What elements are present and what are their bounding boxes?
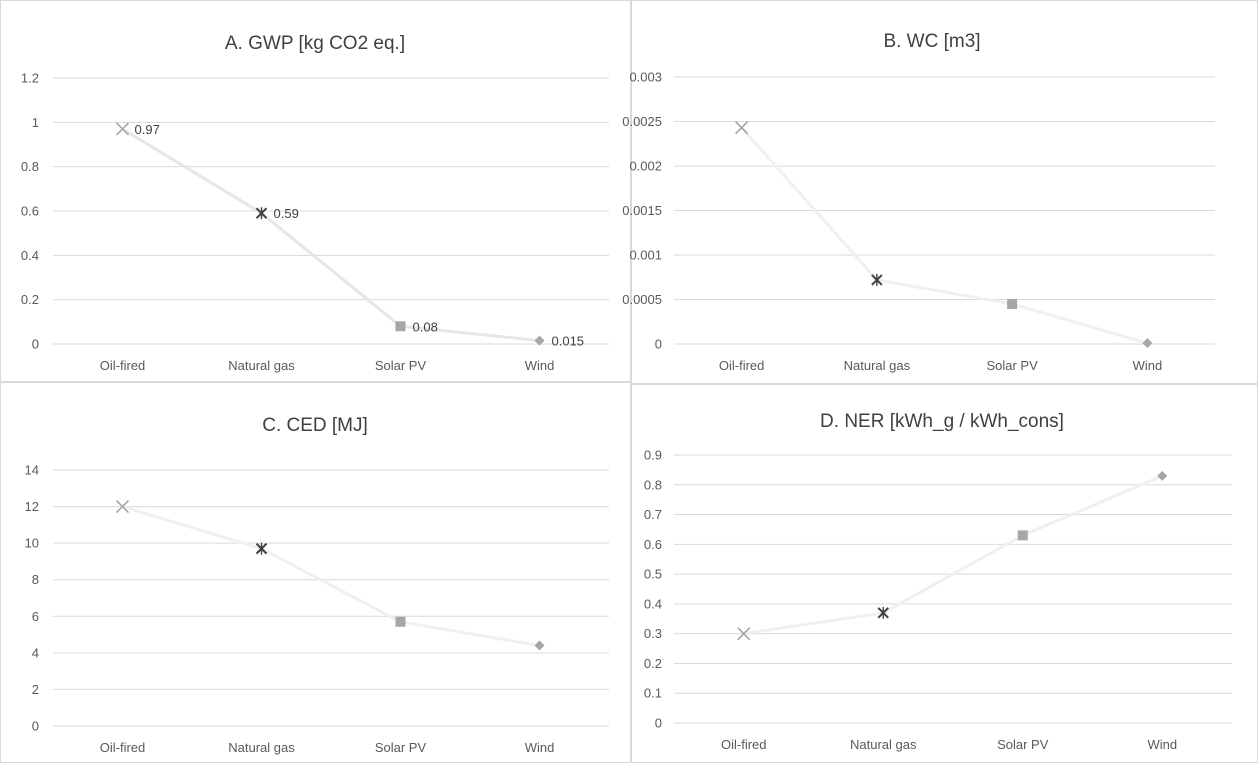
- x-tick-label: Oil-fired: [100, 740, 146, 755]
- data-point-ner: [1157, 470, 1168, 481]
- x-tick-label: Oil-fired: [721, 737, 767, 752]
- data-point-wc: [1142, 338, 1153, 349]
- x-tick-label: Natural gas: [844, 358, 911, 373]
- y-tick-label: 2: [32, 682, 39, 697]
- data-point-wc: [871, 273, 883, 286]
- data-point-gwp: [255, 207, 268, 220]
- chart-panel-ner: D. NER [kWh_g / kWh_cons] 0 0.1 0.2 0.3 0.4 0.…: [631, 384, 1258, 763]
- chart-title: A. GWP [kg CO2 eq.]: [225, 33, 405, 54]
- y-tick-label: 8: [32, 572, 39, 587]
- y-tick-label: 0.1: [644, 686, 662, 701]
- data-point-ner: [877, 606, 889, 619]
- y-tick-label: 0: [32, 719, 39, 734]
- data-point-ced: [534, 640, 545, 651]
- x-tick-label: Solar PV: [986, 358, 1038, 373]
- chart-title: B. WC [m3]: [883, 31, 980, 52]
- data-point-gwp: [534, 335, 545, 346]
- chart-panel-wc: B. WC [m3] 0 0.0005 0.001 0.0015 0.002 0.0025 0…: [622, 0, 1258, 384]
- data-point-ced: [115, 500, 130, 514]
- data-label: 0.015: [552, 334, 585, 349]
- y-tick-label: 0.8: [21, 159, 39, 174]
- y-tick-label: 0.6: [21, 204, 39, 219]
- y-tick-label: 1: [32, 115, 39, 130]
- y-tick-label: 0.001: [629, 248, 662, 263]
- y-tick-label: 0.0015: [622, 203, 662, 218]
- data-point-wc: [735, 121, 749, 135]
- y-tick-label: 0.7: [644, 507, 662, 522]
- y-tick-label: 0.3: [644, 626, 662, 641]
- y-tick-label: 0.2: [21, 292, 39, 307]
- y-tick-label: 0.2: [644, 656, 662, 671]
- x-tick-label: Wind: [525, 740, 555, 755]
- y-tick-label: 0.4: [21, 248, 39, 263]
- x-tick-label: Natural gas: [228, 358, 295, 373]
- y-tick-label: 1.2: [21, 71, 39, 86]
- data-point-ced: [255, 542, 268, 555]
- y-tick-label: 0.0025: [622, 114, 662, 129]
- data-label: 0.08: [413, 319, 438, 334]
- series-line-ner: [742, 474, 1164, 636]
- y-tick-label: 0.9: [644, 448, 662, 463]
- data-point-ced: [395, 616, 406, 627]
- data-point-gwp: [395, 321, 406, 332]
- y-tick-label: 0.0005: [622, 292, 662, 307]
- chart-title: C. CED [MJ]: [262, 415, 368, 436]
- chart-wc-svg: B. WC [m3] 0 0.0005 0.001 0.0015 0.002 0.0025 0…: [622, 31, 1215, 373]
- chart-title: D. NER [kWh_g / kWh_cons]: [820, 411, 1064, 432]
- data-point-ner: [1017, 530, 1028, 541]
- data-point-ner: [737, 627, 751, 641]
- y-tick-label: 12: [25, 499, 39, 514]
- y-tick-label: 0.8: [644, 477, 662, 492]
- x-tick-label: Wind: [1147, 737, 1177, 752]
- x-tick-label: Solar PV: [375, 740, 427, 755]
- chart-ner-svg: D. NER [kWh_g / kWh_cons] 0 0.1 0.2 0.3 0.4 0.…: [644, 411, 1232, 752]
- y-tick-label: 0.002: [629, 159, 662, 174]
- y-tick-label: 6: [32, 609, 39, 624]
- x-tick-label: Natural gas: [850, 737, 917, 752]
- chart-gwp-svg: A. GWP [kg CO2 eq.] 0 0.2 0.4 0.6 0.8 1 1.2 Oil-…: [21, 33, 609, 373]
- x-tick-label: Solar PV: [375, 358, 427, 373]
- y-tick-label: 0: [655, 337, 662, 352]
- chart-panel-gwp: A. GWP [kg CO2 eq.] 0 0.2 0.4 0.6 0.8 1 1.2 Oil-…: [0, 0, 631, 382]
- x-tick-label: Natural gas: [228, 740, 295, 755]
- data-label: 0.59: [274, 206, 299, 221]
- series-line-gwp: [121, 127, 541, 343]
- y-tick-label: 0.6: [644, 537, 662, 552]
- y-tick-label: 10: [25, 536, 39, 551]
- series-line-ced: [121, 505, 541, 648]
- y-tick-label: 0.003: [629, 70, 662, 85]
- x-tick-label: Solar PV: [997, 737, 1049, 752]
- chart-ced-svg: C. CED [MJ] 0 2 4 6 8 10 12 14 Oil-fired Natural g…: [25, 415, 609, 755]
- data-label: 0.97: [135, 122, 160, 137]
- y-tick-label: 4: [32, 645, 39, 660]
- y-tick-label: 14: [25, 463, 39, 478]
- x-tick-label: Oil-fired: [719, 358, 765, 373]
- x-tick-label: Wind: [1133, 358, 1163, 373]
- y-tick-label: 0.5: [644, 567, 662, 582]
- x-tick-label: Wind: [525, 358, 555, 373]
- series-line-wc: [740, 126, 1149, 345]
- y-tick-label: 0: [655, 716, 662, 731]
- x-tick-label: Oil-fired: [100, 358, 146, 373]
- data-point-gwp: [115, 122, 130, 136]
- y-tick-label: 0.4: [644, 596, 662, 611]
- data-point-wc: [1007, 298, 1018, 309]
- chart-panel-ced: C. CED [MJ] 0 2 4 6 8 10 12 14 Oil-fired Natural g…: [0, 382, 631, 763]
- y-tick-label: 0: [32, 337, 39, 352]
